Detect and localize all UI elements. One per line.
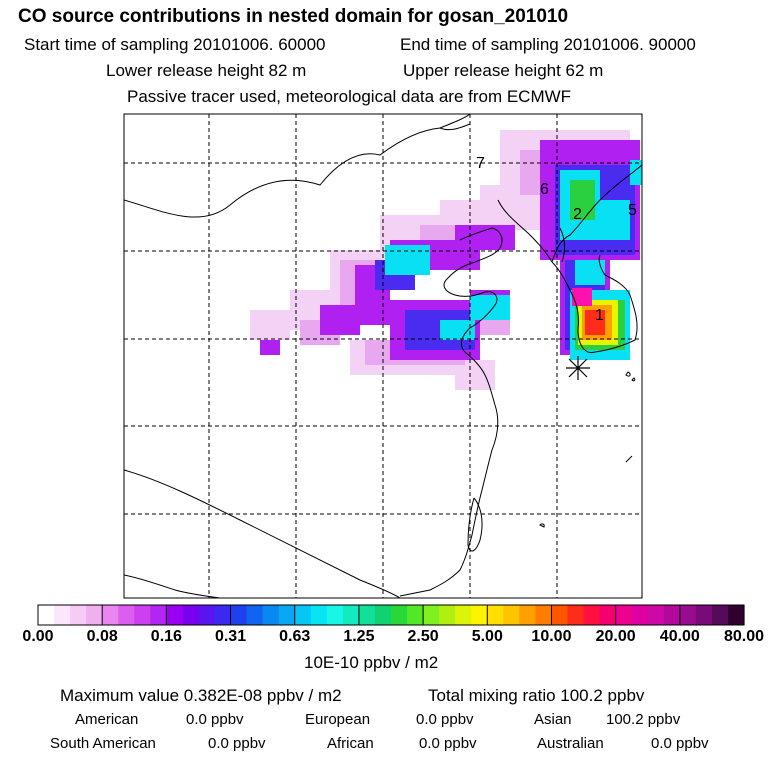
african-value: 0.0 ppbv xyxy=(419,735,477,752)
region-label-5: 5 xyxy=(628,202,637,219)
region-label-7: 7 xyxy=(476,155,485,172)
colorbar-tick-label: 80.00 xyxy=(723,628,765,645)
colorbar-tick-label: 0.63 xyxy=(279,628,311,645)
colorbar-unit: 10E-10 ppbv / m2 xyxy=(304,653,439,672)
lower-release-height-text: Lower release height 82 m xyxy=(106,61,307,80)
colorbar-tick-label: 10.00 xyxy=(531,628,572,645)
colorbar-tick-label: 2.50 xyxy=(407,628,439,645)
colorbar-tick-label: 0.16 xyxy=(150,628,182,645)
concentration-plume xyxy=(250,130,642,390)
region-label-6: 6 xyxy=(540,181,549,198)
total-mixing-ratio-text: Total mixing ratio 100.2 ppbv xyxy=(428,686,645,705)
african-label: African xyxy=(327,735,374,752)
asian-label: Asian xyxy=(534,711,572,728)
map-frame xyxy=(123,113,643,599)
figure-title: CO source contributions in nested domain… xyxy=(18,6,569,27)
european-value: 0.0 ppbv xyxy=(416,711,474,728)
colorbar-tick-label: 40.00 xyxy=(659,628,700,645)
colorbar-tick-label: 5.00 xyxy=(471,628,503,645)
start-time-text: Start time of sampling 20101006. 60000 xyxy=(24,35,326,54)
colorbar-tick-label: 0.08 xyxy=(86,628,118,645)
asian-value: 100.2 ppbv xyxy=(606,711,681,728)
region-label-2: 2 xyxy=(573,206,582,223)
colorbar-tick-label: 0.00 xyxy=(22,628,54,645)
colorbar-tick-label: 20.00 xyxy=(595,628,636,645)
lat-lon-grid xyxy=(124,114,642,598)
colorbar-tick-label: 1.25 xyxy=(343,628,375,645)
south-american-label: South American xyxy=(50,735,156,752)
american-label: American xyxy=(75,711,139,728)
south-american-value: 0.0 ppbv xyxy=(208,735,266,752)
maximum-value-text: Maximum value 0.382E-08 ppbv / m2 xyxy=(60,686,342,705)
australian-value: 0.0 ppbv xyxy=(651,735,709,752)
end-time-text: End time of sampling 20101006. 90000 xyxy=(400,35,696,54)
upper-release-height-text: Upper release height 62 m xyxy=(403,61,604,80)
passive-tracer-text: Passive tracer used, meteorological data… xyxy=(127,87,572,106)
australian-label: Australian xyxy=(537,735,604,752)
region-label-1: 1 xyxy=(595,307,604,324)
coastline xyxy=(124,114,642,598)
european-label: European xyxy=(305,711,371,728)
receptor-marker-icon xyxy=(566,356,590,380)
american-value: 0.0 ppbv xyxy=(186,711,244,728)
colorbar-tick-label: 0.31 xyxy=(214,628,247,645)
